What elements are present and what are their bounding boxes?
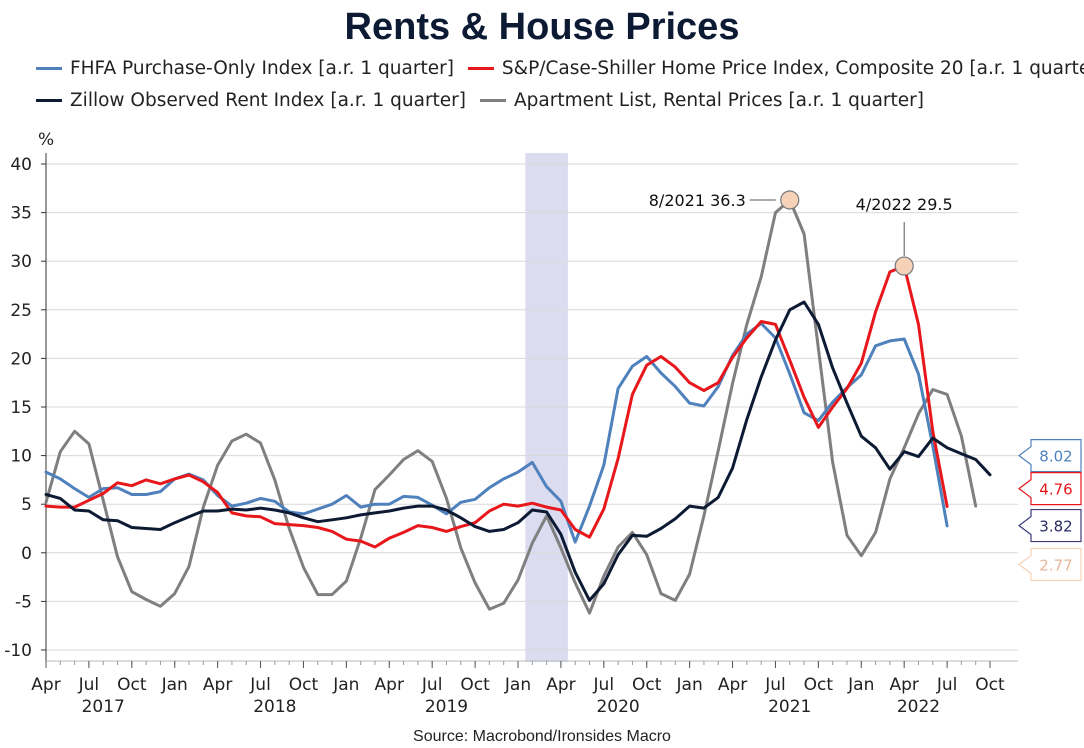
x-year-label: 2019 [425,697,468,717]
series-line-1 [44,264,949,549]
series-line-0 [44,321,949,544]
legend-row-1: FHFA Purchase-Only Index [a.r. 1 quarter… [36,58,1084,79]
y-tick-label: 15 [10,398,32,418]
y-tick-label: 40 [10,155,32,175]
x-year-label: 2018 [253,697,296,717]
y-tick-label: 5 [21,495,32,515]
x-tick-label: Oct [632,675,662,695]
x-tick-label: Jul [764,675,786,695]
end-label-box [1018,508,1082,543]
x-tick-label: Apr [31,675,60,695]
x-tick-label: Jul [593,675,615,695]
y-tick-label: 30 [10,252,32,272]
end-label-box [1018,547,1082,582]
y-tick-label: 25 [10,301,32,321]
end-label-value: 2.77 [1039,556,1072,574]
legend-swatch-case-shiller [467,67,494,70]
annotation-label: 8/2021 36.3 [649,191,746,210]
x-tick-label: Jan [847,675,874,695]
x-year-label: 2020 [596,697,639,717]
chart-title: Rents & House Prices [344,6,740,48]
legend-label-fhfa: FHFA Purchase-Only Index [a.r. 1 quarter… [70,58,454,79]
x-year-label: 2021 [768,697,811,717]
legend-swatch-fhfa [36,67,62,70]
legend-item-case-shiller: S&P/Case-Shiller Home Price Index, Compo… [467,58,1084,79]
x-tick-label: Jul [421,675,443,695]
annotation-label: 4/2022 29.5 [856,195,953,214]
legend-label-zillow: Zillow Observed Rent Index [a.r. 1 quart… [70,90,467,111]
x-year-label: 2017 [82,697,125,717]
y-axis-label: % [38,130,54,150]
legend-swatch-zillow [36,99,62,102]
end-label-box [1018,472,1082,506]
x-tick-label: Oct [289,675,319,695]
x-tick-label: Jan [332,675,359,695]
legend-item-fhfa: FHFA Purchase-Only Index [a.r. 1 quarter… [36,58,454,79]
x-tick-label: Apr [375,675,404,695]
y-tick-label: 10 [10,447,32,467]
y-tick-label: 20 [10,349,32,369]
x-tick-label: Oct [804,675,834,695]
x-tick-label: Jul [78,675,100,695]
legend-swatch-apartment-list [480,99,507,102]
x-tick-label: Jan [504,675,531,695]
y-tick-label: -10 [4,641,32,661]
annotation-marker [894,256,914,276]
x-tick-label: Jan [676,675,703,695]
legend-row-2: Zillow Observed Rent Index [a.r. 1 quart… [36,90,938,111]
x-tick-label: Jul [936,675,958,695]
legend-item-apartment-list: Apartment List, Rental Prices [a.r. 1 qu… [480,90,924,111]
y-tick-label: -5 [15,592,32,612]
x-tick-label: Apr [889,675,918,695]
source-note: Source: Macrobond/Ironsides Macro [413,728,671,745]
x-tick-label: Jan [161,675,188,695]
end-label-value: 8.02 [1039,448,1072,466]
x-tick-label: Oct [460,675,490,695]
y-tick-label: 0 [21,544,32,564]
legend-item-zillow: Zillow Observed Rent Index [a.r. 1 quart… [36,90,466,111]
x-tick-label: Apr [546,675,575,695]
series-line-2 [44,300,992,602]
series-line-3 [44,198,978,615]
y-tick-label: 35 [10,204,32,224]
x-tick-label: Apr [203,675,232,695]
x-tick-label: Apr [718,675,747,695]
legend-label-case-shiller: S&P/Case-Shiller Home Price Index, Compo… [501,58,1084,79]
x-tick-label: Oct [117,675,147,695]
x-tick-label: Jul [249,675,271,695]
end-label-value: 3.82 [1039,518,1072,536]
x-tick-label: Oct [975,675,1005,695]
end-label-box [1018,439,1082,473]
legend-label-apartment-list: Apartment List, Rental Prices [a.r. 1 qu… [514,90,924,111]
end-label-value: 4.76 [1039,481,1072,499]
annotation-marker [780,190,800,210]
x-year-label: 2022 [897,697,940,717]
